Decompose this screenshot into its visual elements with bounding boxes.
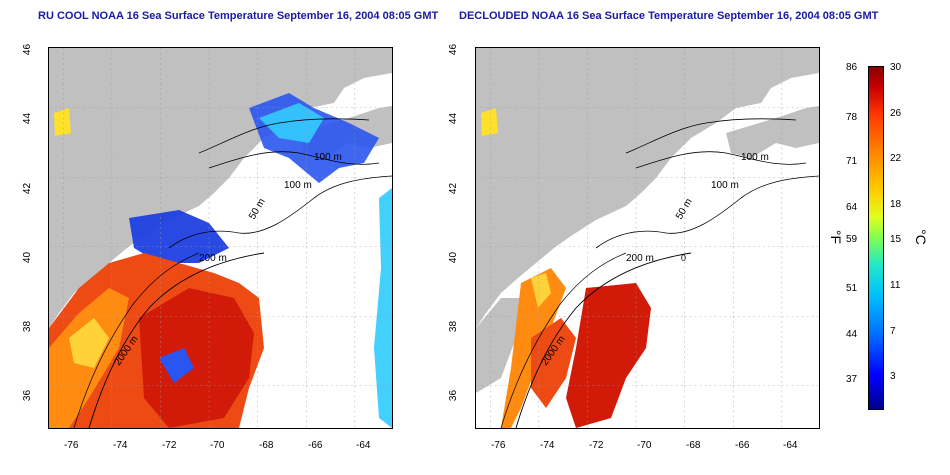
- colorbar-c-tick-18: 18: [890, 199, 902, 210]
- colorbar-f-tick-44: 44: [846, 329, 858, 340]
- colorbar-c-tick-22: 22: [890, 153, 902, 164]
- lat-tick-44-right: 44: [448, 112, 460, 125]
- isobath-50m: [198, 118, 370, 154]
- lat-tick-36: 36: [22, 389, 34, 402]
- contour-label-100m-a: 100 m: [314, 152, 342, 163]
- lon-tick--66: -66: [308, 440, 323, 451]
- celsius-unit-label: °C: [912, 229, 929, 245]
- colorbar-c-tick-11: 11: [890, 280, 901, 291]
- lon-tick--64-right: -64: [783, 440, 798, 451]
- lat-tick-44: 44: [22, 112, 34, 125]
- sst-map-declouded[interactable]: 100 m 100 m 50 m 200 m 0 2000 m: [475, 47, 820, 429]
- isobath-50m: [625, 118, 797, 154]
- isobath-100m: [208, 151, 380, 169]
- colorbar-f-tick-86: 86: [846, 62, 858, 73]
- contour-label-200m: 200 m: [199, 253, 227, 264]
- lon-tick--72: -72: [162, 440, 177, 451]
- lon-tick--70-right: -70: [637, 440, 652, 451]
- lat-tick-42: 42: [22, 182, 34, 195]
- isobath-200m: [168, 175, 392, 249]
- contour-label-100m-a: 100 m: [741, 152, 769, 163]
- isobath-shelf: [73, 252, 200, 428]
- lat-tick-40: 40: [22, 251, 34, 264]
- contour-label-100m-b: 100 m: [284, 180, 312, 191]
- colorbar-f-tick-59: 59: [846, 234, 858, 245]
- lon-tick--76: -76: [64, 440, 79, 451]
- sst-map-raw[interactable]: 100 m 100 m 50 m 200 m 2000 m: [48, 47, 393, 429]
- right-map-title: DECLOUDED NOAA 16 Sea Surface Temperatur…: [459, 10, 879, 22]
- colorbar-f-tick-78: 78: [846, 112, 858, 123]
- colorbar-f-tick-37: 37: [846, 374, 858, 385]
- lon-tick--68: -68: [259, 440, 274, 451]
- sst-colorbar: [868, 66, 884, 410]
- isobath-100m: [635, 151, 807, 169]
- colorbar-c-tick-30: 30: [890, 62, 902, 73]
- colorbar-c-tick-15: 15: [890, 234, 902, 245]
- colorbar-c-tick-26: 26: [890, 108, 902, 119]
- lat-tick-42-right: 42: [448, 182, 460, 195]
- left-map-title: RU COOL NOAA 16 Sea Surface Temperature …: [38, 10, 439, 22]
- colorbar-f-tick-64: 64: [846, 202, 858, 213]
- colorbar-f-tick-51: 51: [846, 283, 858, 294]
- lon-tick--66-right: -66: [735, 440, 750, 451]
- lat-tick-46-right: 46: [448, 43, 460, 56]
- isobath-2000m: [515, 252, 692, 428]
- colorbar-c-tick-7: 7: [890, 326, 896, 337]
- lon-tick--68-right: -68: [686, 440, 701, 451]
- contour-label-100m-b: 100 m: [711, 180, 739, 191]
- lat-tick-36-right: 36: [448, 389, 460, 402]
- lon-tick--74-right: -74: [540, 440, 555, 451]
- sst-map-raw-graphic: 100 m 100 m 50 m 200 m 2000 m: [49, 48, 392, 428]
- lat-tick-40-right: 40: [448, 251, 460, 264]
- lon-tick--72-right: -72: [589, 440, 604, 451]
- lat-tick-38: 38: [22, 320, 34, 333]
- colorbar-f-tick-71: 71: [846, 156, 858, 167]
- lon-tick--74: -74: [113, 440, 128, 451]
- colorbar-c-tick-3: 3: [890, 371, 896, 382]
- contour-label-200m: 200 m: [626, 253, 654, 264]
- lon-tick--76-right: -76: [491, 440, 506, 451]
- contour-label-0: 0: [681, 253, 686, 263]
- isobath-2000m: [88, 252, 265, 428]
- isobath-shelf: [500, 252, 627, 428]
- lon-tick--64: -64: [356, 440, 371, 451]
- lat-tick-46: 46: [22, 43, 34, 56]
- sst-map-declouded-graphic: 100 m 100 m 50 m 200 m 0 2000 m: [476, 48, 819, 428]
- fahrenheit-unit-label: °F: [828, 229, 845, 245]
- lat-tick-38-right: 38: [448, 320, 460, 333]
- lon-tick--70: -70: [210, 440, 225, 451]
- isobath-200m: [595, 175, 819, 249]
